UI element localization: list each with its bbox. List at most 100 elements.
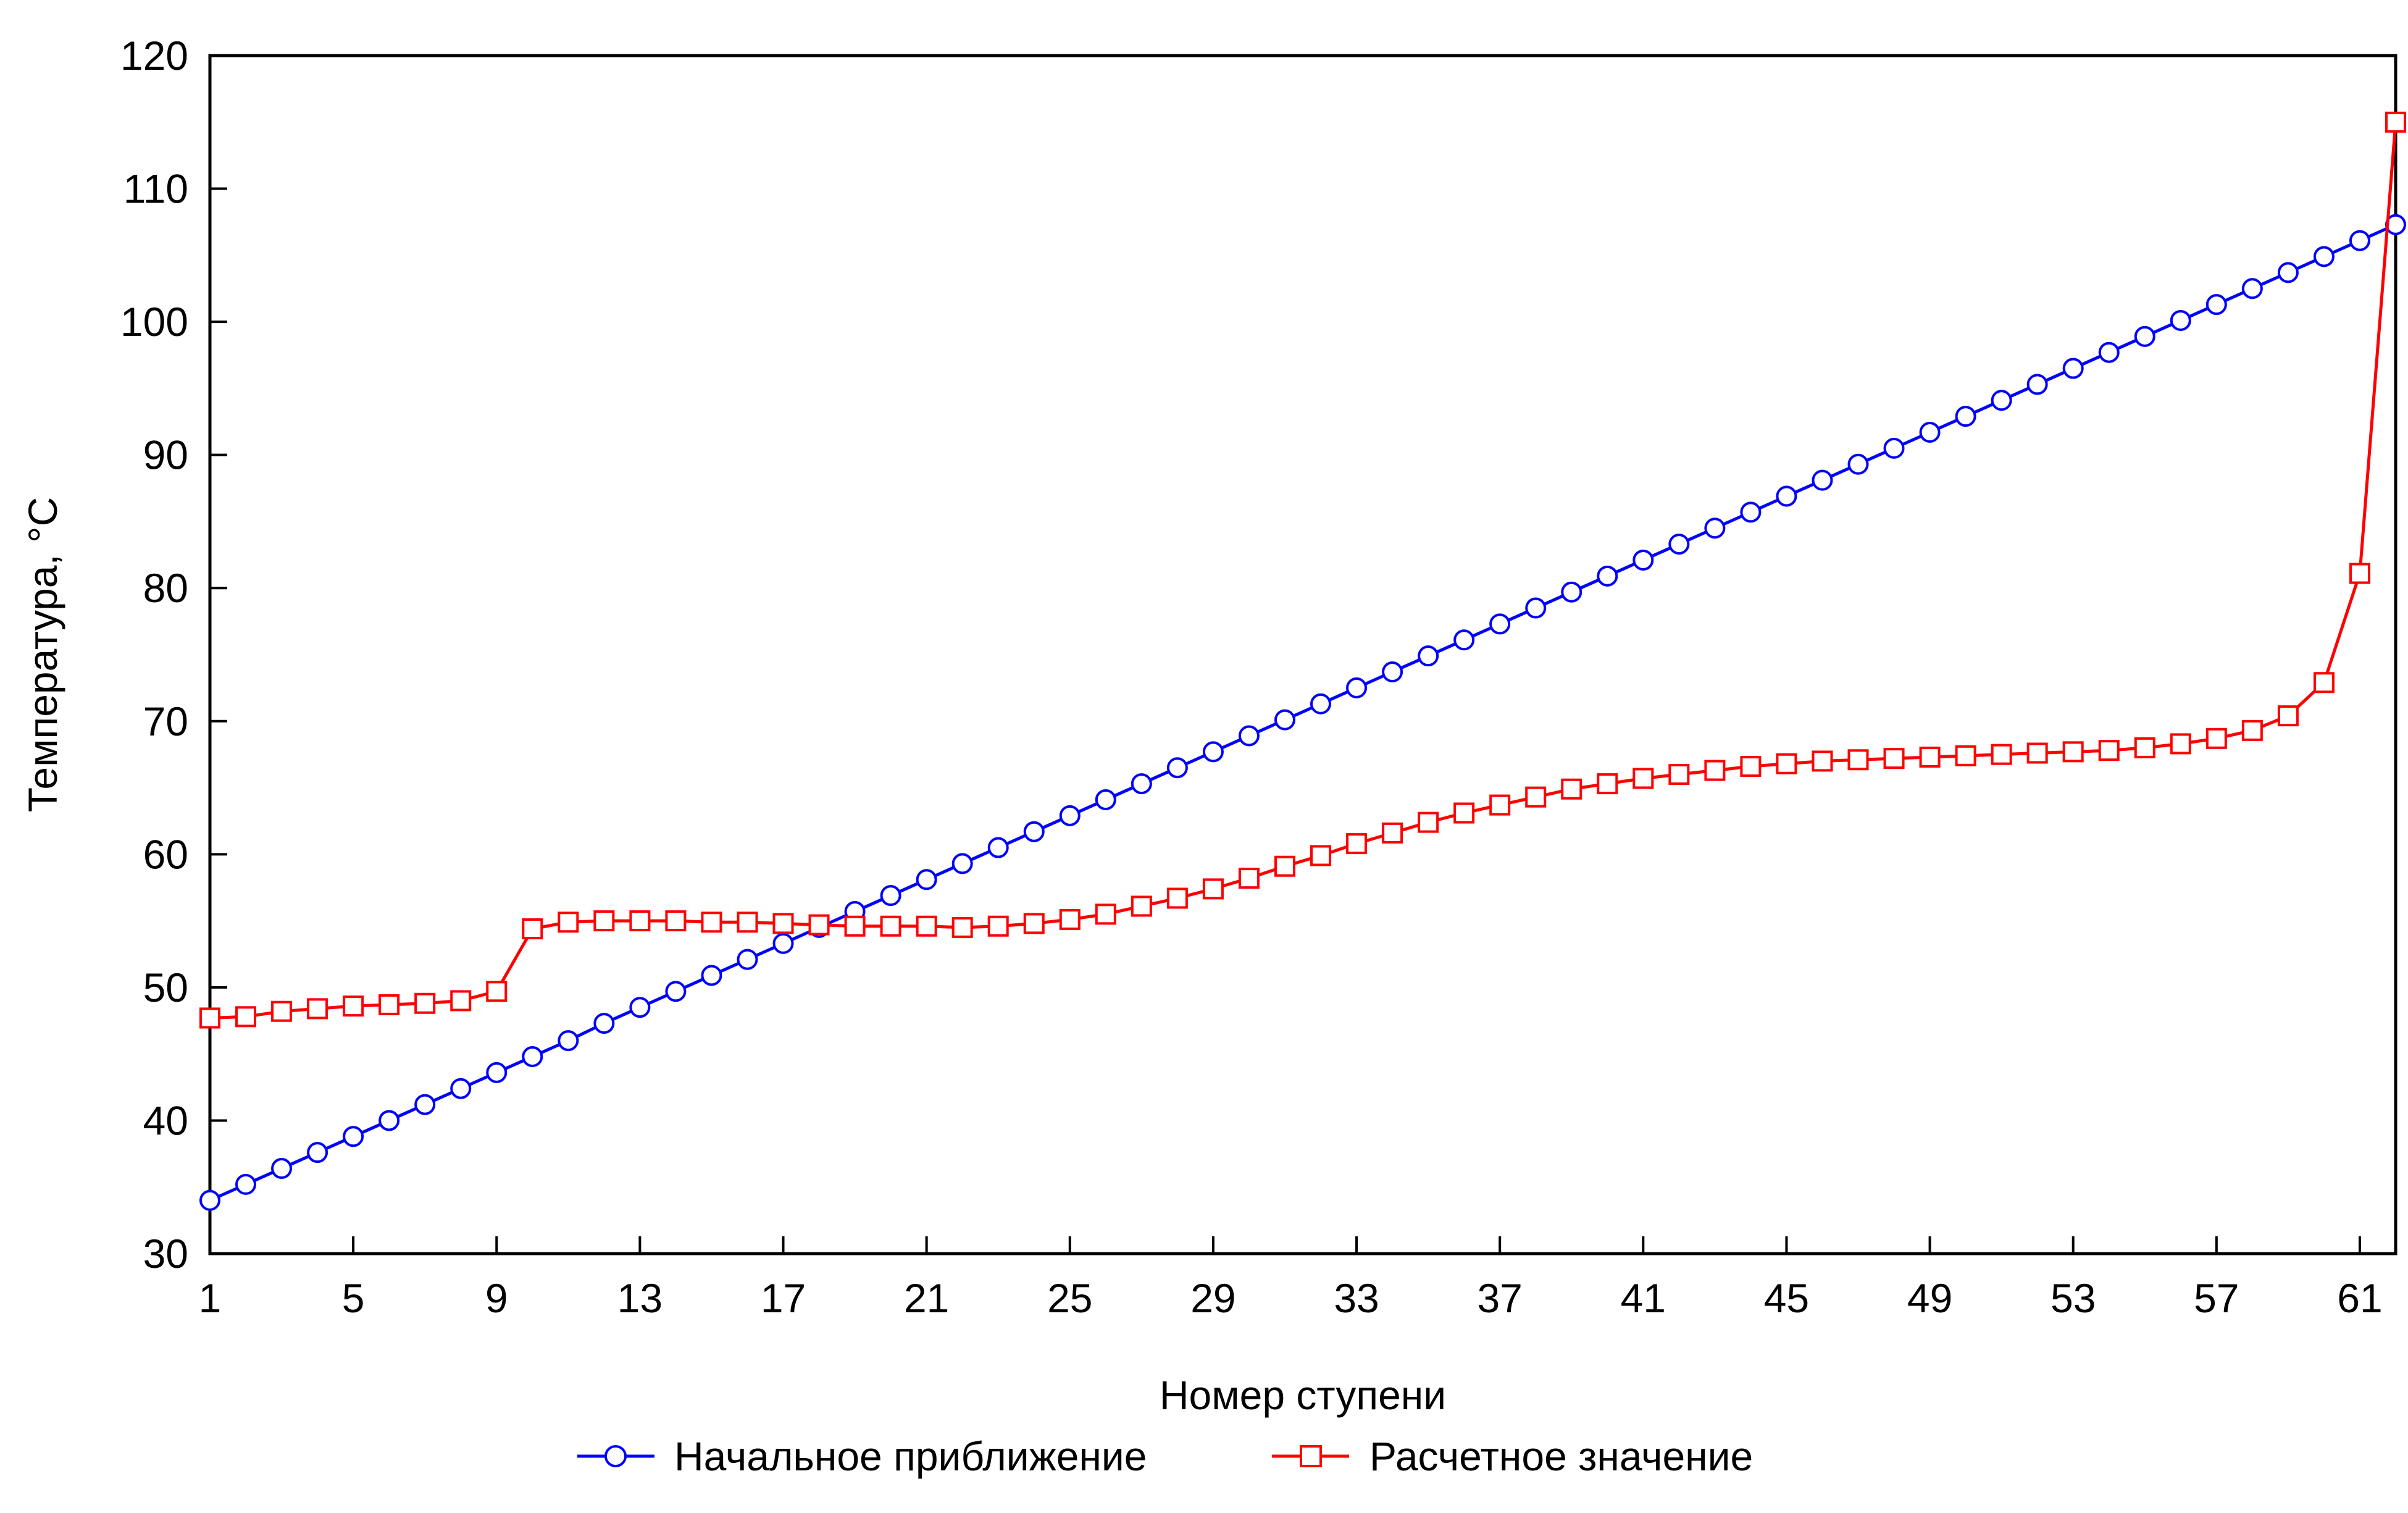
data-point xyxy=(414,1094,436,1115)
data-point xyxy=(1561,778,1582,800)
data-point xyxy=(378,994,400,1015)
data-point xyxy=(772,933,794,954)
data-point xyxy=(1704,760,1726,781)
data-point xyxy=(1489,794,1511,816)
data-point xyxy=(772,913,794,934)
data-point xyxy=(2062,358,2084,379)
data-point xyxy=(880,915,901,937)
data-point xyxy=(522,918,543,940)
x-tick-label: 45 xyxy=(1764,1275,1809,1321)
series-2 xyxy=(199,111,2406,1029)
data-point xyxy=(235,1006,257,1028)
data-point xyxy=(1418,811,1439,833)
x-tick-label: 41 xyxy=(1621,1275,1666,1321)
data-point xyxy=(844,915,866,937)
data-point xyxy=(987,837,1009,858)
x-axis-ticks: 1 5 9 13 17 21 25 29 33 37 41 45 49 53 57 61 xyxy=(199,1236,2383,1321)
y-tick-label: 120 xyxy=(120,33,188,78)
data-point xyxy=(1597,773,1618,795)
data-point xyxy=(271,1000,293,1022)
x-tick-label: 1 xyxy=(199,1275,222,1321)
data-point xyxy=(1059,908,1081,930)
data-point xyxy=(593,910,615,932)
data-point xyxy=(1023,821,1045,842)
y-tick-label: 70 xyxy=(143,698,188,744)
data-point xyxy=(486,1062,508,1083)
data-point xyxy=(450,1078,472,1099)
data-point xyxy=(1740,501,1762,523)
data-point xyxy=(1202,741,1224,763)
data-point xyxy=(2241,278,2263,300)
data-point xyxy=(271,1158,293,1180)
plot-frame xyxy=(208,54,2398,1255)
data-point xyxy=(2062,741,2084,763)
data-point xyxy=(199,1189,220,1211)
y-tick-label: 80 xyxy=(143,565,188,611)
data-point xyxy=(987,915,1009,937)
data-point xyxy=(1166,757,1188,779)
data-point xyxy=(1310,693,1332,715)
data-point xyxy=(951,916,973,938)
data-point xyxy=(1812,469,1833,491)
data-point xyxy=(1525,597,1547,619)
x-tick-label: 37 xyxy=(1477,1275,1522,1321)
x-tick-label: 25 xyxy=(1047,1275,1092,1321)
data-point xyxy=(1238,725,1260,747)
data-point xyxy=(343,995,364,1017)
legend-marker-calculated xyxy=(1300,1445,1322,1467)
data-point xyxy=(2205,294,2227,316)
data-point xyxy=(522,1046,543,1067)
data-point xyxy=(199,1007,220,1029)
data-point xyxy=(1525,786,1547,808)
data-point xyxy=(2277,262,2299,283)
data-point xyxy=(629,997,651,1018)
series-layer xyxy=(199,111,2406,1211)
data-point xyxy=(665,981,687,1002)
x-tick-label: 61 xyxy=(2337,1275,2382,1321)
data-point xyxy=(2098,740,2120,761)
data-point xyxy=(916,915,937,937)
data-point xyxy=(558,912,579,933)
data-point xyxy=(2134,737,2155,758)
data-point xyxy=(2098,342,2120,363)
data-point xyxy=(2349,230,2370,251)
y-axis-ticks: 30 40 50 60 70 80 90 100 110 120 xyxy=(120,33,227,1276)
data-point xyxy=(1597,565,1618,587)
data-point xyxy=(916,869,937,891)
data-point xyxy=(1453,802,1475,824)
data-point xyxy=(2205,727,2227,749)
legend-label-initial: Начальное приближение xyxy=(674,1433,1147,1479)
y-tick-label: 110 xyxy=(123,166,188,212)
data-point xyxy=(1955,745,1976,766)
x-tick-label: 29 xyxy=(1190,1275,1235,1321)
data-point xyxy=(1776,485,1797,507)
data-point xyxy=(307,1142,328,1163)
data-point xyxy=(2170,309,2191,331)
data-point xyxy=(737,912,758,933)
data-point xyxy=(1382,822,1403,844)
data-point xyxy=(593,1013,615,1034)
data-point xyxy=(486,981,508,1002)
data-point xyxy=(629,910,651,932)
data-point xyxy=(808,914,830,936)
x-tick-label: 33 xyxy=(1334,1275,1379,1321)
x-axis-label: Номер ступени xyxy=(1160,1372,1446,1418)
y-tick-label: 100 xyxy=(120,299,188,345)
data-point xyxy=(665,910,687,932)
data-point xyxy=(1095,789,1116,810)
data-point xyxy=(1668,534,1690,555)
data-point xyxy=(1023,913,1045,934)
data-point xyxy=(1382,661,1403,683)
data-point xyxy=(558,1030,579,1052)
data-point xyxy=(1489,613,1511,635)
data-point xyxy=(1847,453,1869,475)
data-point xyxy=(1131,773,1152,795)
data-point xyxy=(1274,855,1295,877)
data-point xyxy=(1668,764,1690,785)
data-point xyxy=(1740,756,1762,777)
data-point xyxy=(2026,374,2048,395)
data-point xyxy=(701,965,722,986)
data-point xyxy=(1704,518,1726,539)
data-point xyxy=(378,1110,400,1131)
